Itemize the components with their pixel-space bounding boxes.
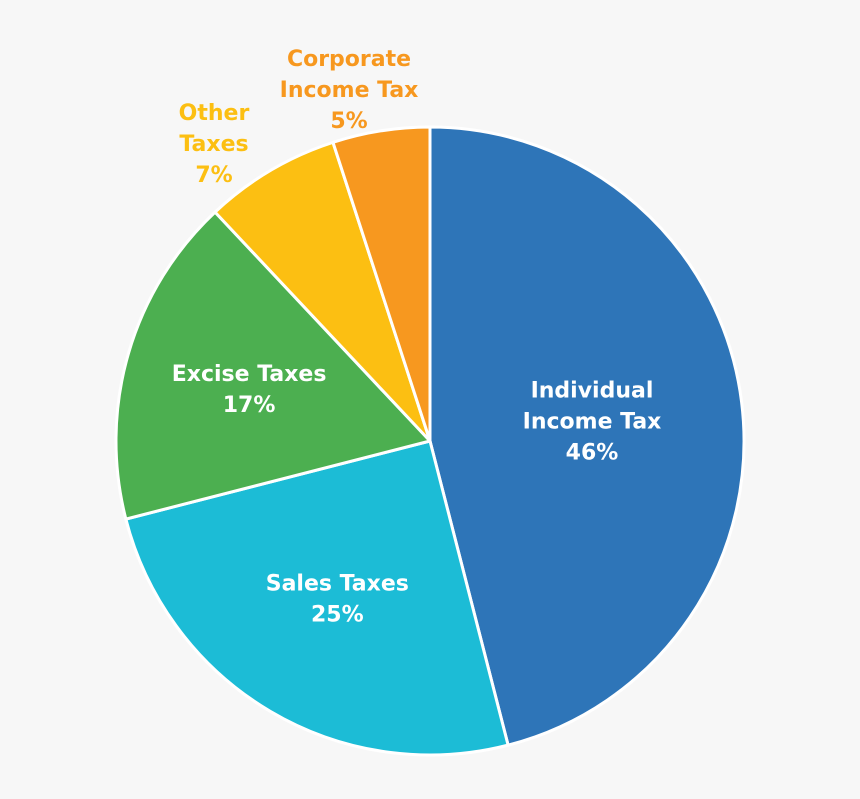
slice-name-label: Income Tax <box>523 410 662 435</box>
pie-slice-other-taxes <box>213 140 432 443</box>
slice-percent-label: 7% <box>195 163 232 188</box>
slice-percent-label: 5% <box>330 109 367 134</box>
slice-label: Individual Income Tax 46% <box>523 379 662 466</box>
slice-label: Other Taxes 7% <box>179 101 250 188</box>
slice-label: Excise Taxes 17% <box>172 362 327 418</box>
slice-name-label: Excise Taxes <box>172 362 327 387</box>
slice-percent-label: 17% <box>223 393 276 418</box>
slice-name-label: Taxes <box>179 132 248 157</box>
pie-slice-sales-taxes <box>124 439 510 757</box>
slice-label: Corporate Income Tax 5% <box>280 47 419 134</box>
slice-label: Sales Taxes 25% <box>266 571 409 627</box>
labels-layer: Individual Income Tax 46% Sales Taxes 25% Exc… <box>172 47 662 627</box>
pie-slice-corporate-income-tax <box>331 125 432 443</box>
slice-name-label: Corporate <box>287 47 411 72</box>
pie-slice-individual-income-tax <box>428 125 746 747</box>
slice-percent-label: 25% <box>311 602 364 627</box>
slice-name-label: Individual <box>531 379 654 404</box>
slice-percent-label: 46% <box>566 441 619 466</box>
slice-name-label: Other <box>179 101 250 126</box>
slice-name-label: Sales Taxes <box>266 571 409 596</box>
pie-slice-excise-taxes <box>114 210 432 521</box>
slice-name-label: Income Tax <box>280 78 419 103</box>
slices-layer <box>114 125 746 757</box>
